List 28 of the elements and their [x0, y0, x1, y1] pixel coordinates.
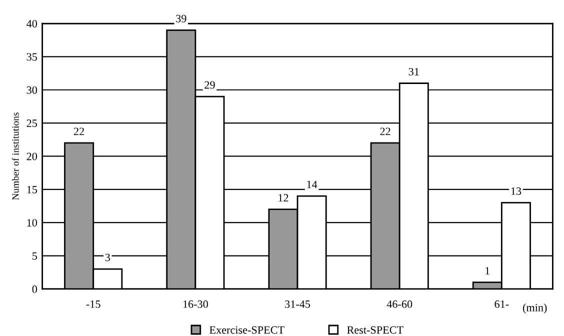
data-label: 12	[278, 194, 288, 202]
y-tick-label: 25	[26, 120, 38, 128]
data-label: 3	[105, 254, 110, 262]
x-tick-label: 16-30	[183, 300, 208, 308]
x-tick-label: 46-60	[386, 300, 412, 308]
y-tick-label: 40	[26, 20, 38, 28]
y-tick-label: 10	[27, 219, 38, 227]
y-axis-title: Number of institutions	[12, 112, 19, 200]
x-axis-title: (min)	[523, 304, 547, 314]
data-label: 31	[408, 68, 419, 76]
y-tick-label: 20	[26, 152, 38, 160]
x-tick-label: 31-45	[285, 300, 310, 308]
data-label: 1	[486, 267, 490, 274]
data-label: 29	[204, 81, 215, 89]
y-tick-label: 35	[26, 53, 38, 61]
legend-label: Exercise-SPECT	[210, 326, 284, 334]
data-label: 13	[511, 187, 522, 195]
y-tick-label: 30	[26, 86, 38, 94]
data-label: 39	[176, 14, 186, 22]
x-tick-label: 61-	[494, 300, 509, 308]
x-tick-label: -15	[86, 300, 100, 308]
y-tick-label: 15	[27, 186, 38, 194]
y-tick-label: 0	[32, 285, 38, 293]
data-label: 22	[380, 128, 390, 136]
data-label: 22	[74, 128, 84, 136]
y-tick-label: 5	[32, 252, 38, 260]
legend-label: Rest-SPECT	[347, 326, 404, 334]
data-label: 14	[307, 180, 318, 188]
